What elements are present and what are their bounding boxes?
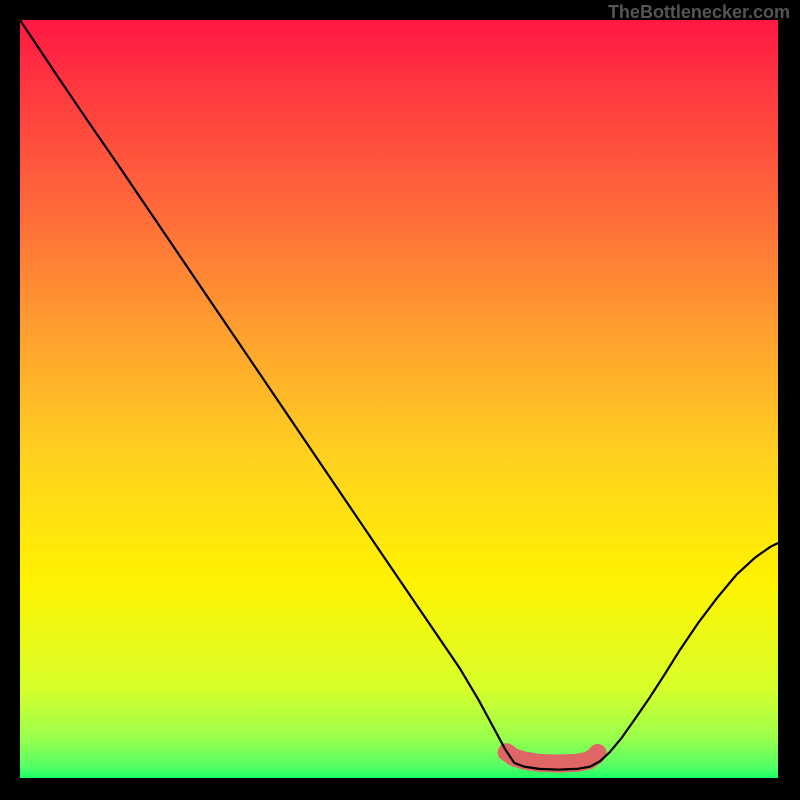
gradient-background xyxy=(20,20,778,778)
watermark-text: TheBottlenecker.com xyxy=(608,2,790,23)
chart-container xyxy=(20,20,778,778)
gradient-v-curve-chart xyxy=(20,20,778,778)
optimal-end-dot xyxy=(589,744,607,762)
